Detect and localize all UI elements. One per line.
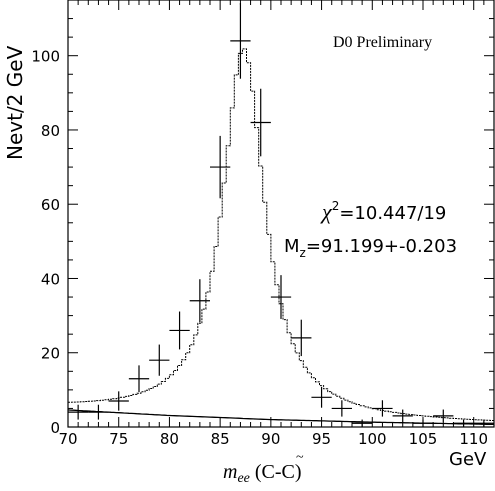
x-tick-label: 90 [261, 430, 280, 448]
data-point [453, 419, 474, 427]
data-point [433, 409, 454, 423]
data-point [169, 311, 190, 350]
data-point [412, 419, 434, 427]
y-axis-tick-labels: 0 20 40 60 80 100 [31, 48, 60, 437]
y-tick-label: 0 [50, 419, 60, 437]
chi2-annotation: χ2=10.447/19 [320, 199, 446, 224]
x-tick-label: 75 [109, 430, 128, 448]
y-tick-label: 80 [41, 122, 60, 140]
data-point [270, 275, 292, 319]
x-axis-ticks [67, 0, 495, 427]
data-point [250, 88, 271, 157]
y-tick-label: 60 [41, 196, 60, 214]
x-axis-label-tilde: ~ [296, 450, 304, 465]
x-tick-label: 70 [58, 430, 77, 448]
x-tick-label: 110 [459, 430, 488, 448]
x-axis-tick-labels: 70 75 80 85 90 95 100 105 110 [58, 430, 488, 448]
x-tick-label: 105 [409, 430, 438, 448]
data-point [128, 365, 150, 393]
x-tick-label: 80 [160, 430, 179, 448]
data-point [88, 404, 109, 420]
y-tick-label: 40 [41, 270, 60, 288]
x-tick-label: 100 [358, 430, 387, 448]
x-axis-label: mee (C-C) [223, 461, 302, 486]
data-point [331, 400, 352, 417]
x-tick-label: 95 [312, 430, 331, 448]
data-point [473, 419, 494, 427]
y-axis-label: Nevt/2 GeV [3, 45, 27, 160]
data-point [189, 279, 210, 323]
data-point [68, 404, 89, 420]
data-point [230, 2, 251, 79]
y-tick-label: 20 [41, 345, 60, 363]
y-axis-ticks [68, 0, 494, 428]
data-point [392, 409, 413, 423]
x-axis-unit-label: GeV [449, 449, 487, 470]
data-point [352, 419, 373, 427]
data-points [68, 2, 494, 427]
x-tick-label: 85 [211, 430, 230, 448]
y-tick-label: 100 [31, 48, 60, 66]
data-point [210, 135, 231, 199]
mass-annotation: Mz=91.199+-0.203 [284, 236, 457, 260]
data-point [149, 344, 170, 376]
data-point [108, 391, 129, 411]
data-point [372, 400, 393, 417]
fit-curve [68, 48, 494, 421]
chart-title: D0 Preliminary [333, 34, 432, 51]
data-point [311, 386, 332, 408]
data-point [291, 319, 312, 357]
